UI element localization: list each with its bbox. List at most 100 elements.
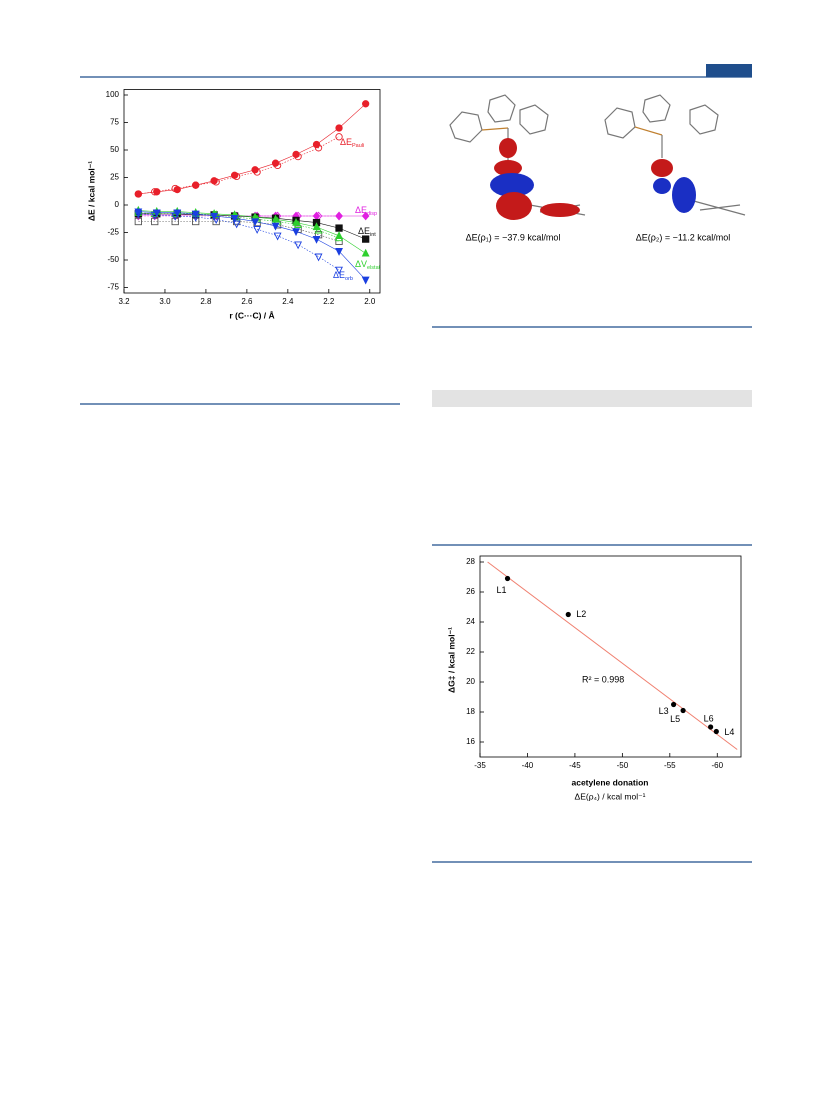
series-label-sub: Pauli bbox=[352, 143, 364, 149]
data-point bbox=[504, 575, 511, 582]
data-point bbox=[292, 228, 300, 237]
x-tick-label: 2.4 bbox=[282, 297, 294, 306]
y-tick-label: 100 bbox=[106, 90, 120, 99]
series-label: ΔVelstat bbox=[355, 259, 381, 271]
data-point bbox=[335, 224, 343, 232]
data-point bbox=[671, 701, 677, 708]
series-label-main: ΔE bbox=[355, 205, 367, 215]
x-tick-label: 3.2 bbox=[118, 297, 130, 306]
orbital-image-2 bbox=[604, 94, 746, 216]
data-point bbox=[361, 276, 370, 285]
series-line bbox=[138, 136, 340, 195]
x-tick-label: -45 bbox=[569, 761, 581, 770]
y-tick-label: 16 bbox=[466, 737, 475, 746]
data-point bbox=[253, 168, 261, 176]
plot-frame bbox=[123, 89, 381, 294]
data-point bbox=[151, 188, 159, 196]
point-label: L5 bbox=[670, 714, 680, 724]
data-point bbox=[335, 248, 343, 256]
data-point bbox=[294, 152, 302, 161]
data-point bbox=[565, 611, 571, 618]
x-tick-label: -40 bbox=[522, 761, 534, 770]
data-point bbox=[362, 235, 370, 243]
y-tick-label: 75 bbox=[110, 118, 119, 127]
data-point bbox=[312, 235, 321, 244]
data-point bbox=[171, 212, 180, 221]
y-tick-label: -50 bbox=[107, 255, 119, 264]
series-label: ΔEint bbox=[358, 226, 376, 238]
series-label-main: ΔE bbox=[340, 137, 352, 147]
series-label-sub: disp bbox=[367, 211, 377, 217]
data-point bbox=[212, 178, 220, 186]
data-point bbox=[171, 217, 179, 226]
point-label: L1 bbox=[497, 585, 507, 595]
data-point bbox=[294, 220, 303, 228]
data-point bbox=[361, 248, 370, 257]
x-tick-label: 2.0 bbox=[364, 297, 376, 306]
y-tick-label: 20 bbox=[466, 677, 475, 686]
data-point bbox=[335, 124, 343, 132]
data-point bbox=[680, 707, 686, 714]
y-tick-label: 25 bbox=[110, 173, 119, 182]
data-point bbox=[273, 161, 282, 170]
y-tick-label: 28 bbox=[466, 557, 475, 566]
series-label-sub: int bbox=[370, 232, 376, 238]
data-point bbox=[362, 100, 370, 108]
series-line bbox=[138, 210, 366, 254]
data-point bbox=[253, 226, 262, 234]
series-label-main: ΔE bbox=[333, 270, 345, 280]
y-tick-label: -25 bbox=[107, 228, 119, 237]
data-point bbox=[314, 253, 323, 262]
data-point bbox=[191, 213, 200, 222]
data-point bbox=[314, 225, 323, 234]
caption: ΔE(ρ₁) = −37.9 kcal/mol bbox=[466, 232, 561, 242]
data-point bbox=[192, 181, 200, 189]
orbital-image-1 bbox=[449, 94, 586, 220]
series-label: ΔEdisp bbox=[355, 205, 377, 217]
x-tick-label: -60 bbox=[711, 761, 723, 770]
data-point bbox=[212, 216, 221, 225]
series-label: ΔEorb bbox=[333, 270, 353, 282]
data-point bbox=[251, 218, 260, 227]
y-tick-label: 50 bbox=[110, 145, 119, 154]
x-tick-label: 2.2 bbox=[323, 297, 335, 306]
x-tick-label: 2.8 bbox=[200, 297, 212, 306]
y-tick-label: 0 bbox=[115, 200, 120, 209]
x-tick-label: 3.0 bbox=[159, 297, 171, 306]
x-axis-label: acetylene donation bbox=[572, 777, 649, 787]
series-line bbox=[138, 212, 340, 239]
data-point bbox=[335, 266, 343, 275]
y-tick-label: 22 bbox=[466, 647, 475, 656]
series-line bbox=[138, 221, 340, 242]
data-point bbox=[273, 232, 282, 241]
data-point bbox=[134, 210, 143, 219]
data-point bbox=[335, 233, 343, 242]
series-line bbox=[138, 213, 340, 271]
data-point bbox=[230, 215, 239, 223]
data-point bbox=[294, 241, 303, 250]
annotation: R² = 0.998 bbox=[582, 674, 624, 684]
data-point bbox=[232, 172, 241, 181]
series-line bbox=[138, 211, 366, 281]
x-tick-label: -55 bbox=[664, 761, 676, 770]
gray-band bbox=[432, 390, 752, 407]
data-point bbox=[152, 209, 161, 218]
data-point bbox=[150, 211, 159, 220]
x-tick-label: 2.6 bbox=[241, 297, 253, 306]
trendline bbox=[487, 561, 738, 750]
point-label: L3 bbox=[659, 706, 669, 716]
y-tick-label: -75 bbox=[107, 283, 119, 292]
series-label: ΔEPauli bbox=[340, 137, 364, 149]
x-tick-label: -35 bbox=[474, 761, 486, 770]
data-point bbox=[713, 728, 719, 735]
data-point bbox=[134, 190, 142, 198]
data-point bbox=[335, 133, 343, 141]
y-tick-label: 24 bbox=[466, 617, 475, 626]
data-point bbox=[134, 208, 143, 217]
series-label-main: ΔV bbox=[355, 259, 367, 269]
series-label-main: ΔE bbox=[358, 226, 370, 236]
header-tab bbox=[706, 64, 752, 77]
x-axis-label-2: ΔE(ρ₄) / kcal mol⁻¹ bbox=[575, 791, 646, 801]
data-point bbox=[361, 211, 370, 221]
data-point bbox=[335, 211, 343, 221]
